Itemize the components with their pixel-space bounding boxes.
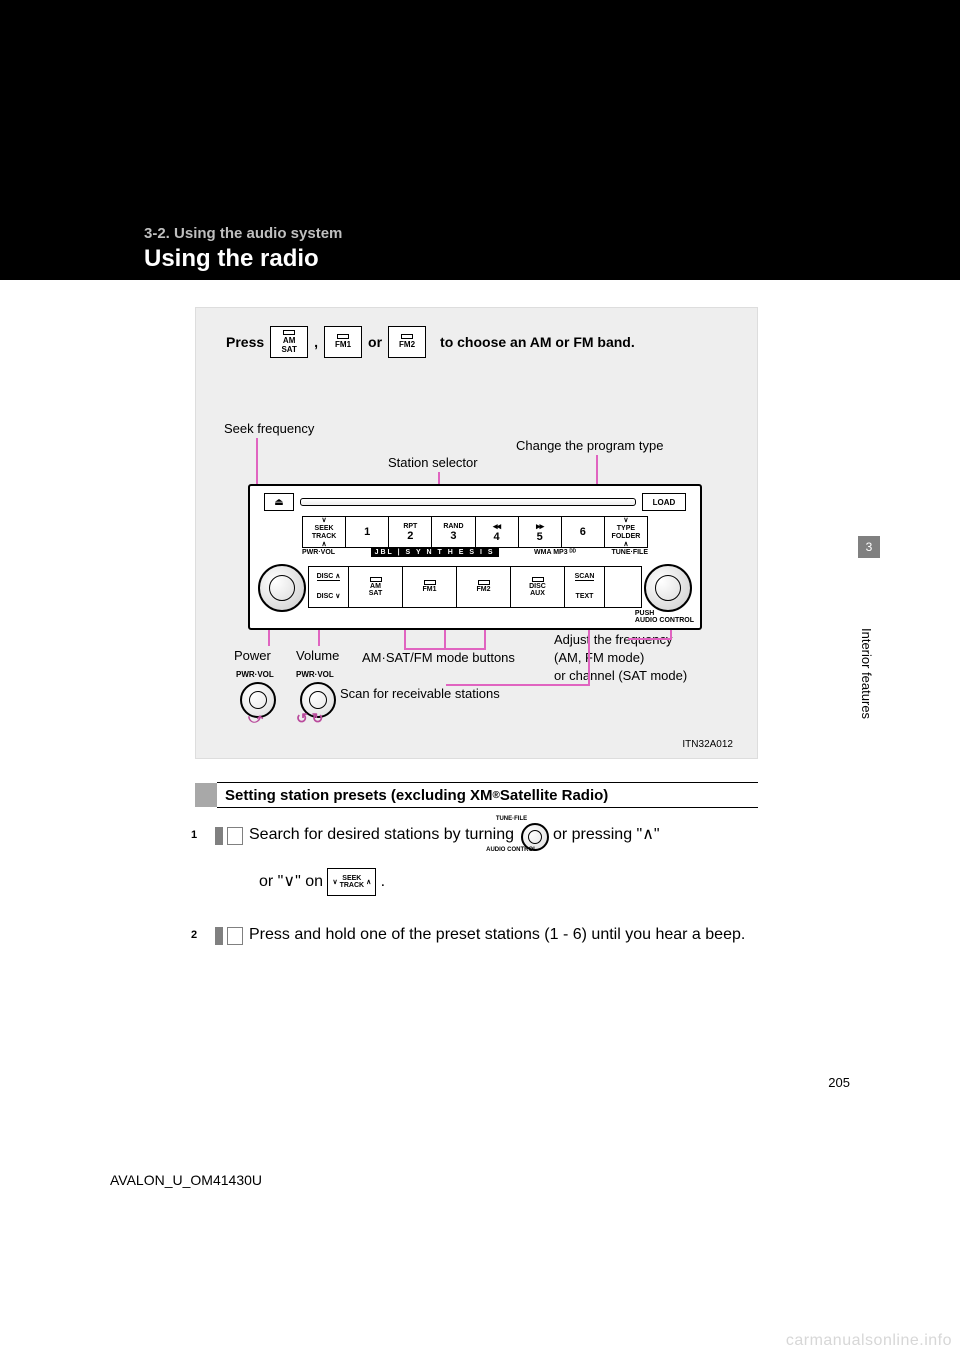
pwr-vol-knob-icon bbox=[258, 564, 306, 612]
step1-text-b: or pressing "∧" bbox=[553, 826, 660, 843]
press-instruction: Press AM SAT , FM1 or FM2 to choose an A… bbox=[226, 326, 735, 358]
preset-1: 1 bbox=[346, 517, 389, 547]
step-1: STEP1Search for desired stations by turn… bbox=[259, 820, 755, 850]
step-badge-2: STEP bbox=[215, 927, 223, 945]
manual-page: 3-2. Using the audio system Using the ra… bbox=[0, 0, 960, 1358]
sat-label: SAT bbox=[281, 346, 296, 355]
brand-row: PWR·VOL JBL | S Y N T H E S I S WMA MP3 … bbox=[302, 548, 648, 557]
preset-3: RAND3 bbox=[432, 517, 475, 547]
fm2-label: FM2 bbox=[399, 341, 415, 350]
figure-panel: Press AM SAT , FM1 or FM2 to choose an A… bbox=[195, 307, 758, 759]
step-badge: STEP bbox=[215, 827, 223, 845]
document-id: AVALON_U_OM41430U bbox=[110, 1172, 262, 1188]
mini-pwr-vol-label-2: PWR·VOL bbox=[296, 670, 334, 679]
preset-5: ▸▸5 bbox=[519, 517, 562, 547]
preset-2: RPT2 bbox=[389, 517, 432, 547]
tune-file-label: TUNE·FILE bbox=[611, 549, 648, 556]
push-audio-control-label: PUSH AUDIO CONTROL bbox=[635, 610, 694, 624]
step1-text-d: . bbox=[381, 873, 385, 890]
step1-text-c: or "∨" on bbox=[259, 873, 327, 890]
preset-4: ◂◂4 bbox=[476, 517, 519, 547]
or-word: or bbox=[368, 334, 382, 350]
steps-body: STEP 1 Search for desired stations by turn… bbox=[215, 820, 755, 968]
chapter-side-label: Interior features bbox=[859, 628, 874, 719]
preset-6: 6 bbox=[562, 517, 605, 547]
fm1-label: FM1 bbox=[335, 341, 351, 350]
callout-volume: Volume bbox=[296, 648, 339, 663]
callout-adjust-freq-2: (AM, FM mode) bbox=[554, 650, 644, 665]
heading-stub-icon bbox=[195, 783, 217, 807]
callout-mode-buttons: AM·SAT/FM mode buttons bbox=[362, 650, 515, 665]
jbl-synthesis-label: JBL | S Y N T H E S I S bbox=[371, 548, 499, 557]
section-number: 3-2. Using the audio system bbox=[144, 225, 342, 242]
callout-seek-frequency: Seek frequency bbox=[224, 421, 314, 436]
load-button-icon: LOAD bbox=[642, 493, 686, 511]
seek-track-button-inline-icon: ∨ SEEKTRACK ∧ bbox=[327, 868, 376, 896]
step-number-1: 1 bbox=[227, 827, 243, 845]
radio-faceplate: ⏏ LOAD ∨ SEEK TRACK ∧ 1 RPT2 RAND3 ◂◂4 ▸… bbox=[248, 484, 702, 630]
watermark: carmanualsonline.info bbox=[786, 1332, 952, 1350]
fm2-mode-icon: FM2 bbox=[457, 567, 511, 607]
fm1-button-icon: FM1 bbox=[324, 326, 362, 358]
callout-power: Power bbox=[234, 648, 271, 663]
cd-slot-icon bbox=[300, 498, 636, 506]
am-sat-mode-icon: AMSAT bbox=[349, 567, 403, 607]
figure-id: ITN32A012 bbox=[682, 739, 733, 750]
callout-change-program-type: Change the program type bbox=[516, 438, 663, 453]
disc-up-down-icon: DISC ∧ DISC ∨ bbox=[309, 567, 349, 607]
callout-station-selector: Station selector bbox=[388, 455, 478, 470]
scan-text-icon: SCAN TEXT bbox=[565, 567, 605, 607]
type-folder-cell: ∨ TYPE FOLDER ∧ bbox=[605, 517, 647, 547]
am-sat-button-icon: AM SAT bbox=[270, 326, 308, 358]
step-number-2: 2 bbox=[227, 927, 243, 945]
step-2: STEP2Press and hold one of the preset st… bbox=[259, 921, 755, 950]
chapter-tab: 3 bbox=[858, 536, 880, 558]
page-title: Using the radio bbox=[144, 245, 319, 273]
mode-button-row: DISC ∧ DISC ∨ AMSAT FM1 FM2 DISCAUX SCAN… bbox=[308, 566, 642, 608]
subsection-heading: Setting station presets (excluding XM® S… bbox=[195, 782, 758, 808]
fm1-mode-icon: FM1 bbox=[403, 567, 457, 607]
disc-aux-mode-icon: DISCAUX bbox=[511, 567, 565, 607]
step1-text-a: Search for desired stations by turning bbox=[249, 826, 518, 843]
comma: , bbox=[314, 334, 318, 350]
codec-labels: WMA MP3 ᴰᴰ bbox=[534, 549, 576, 556]
mini-knob-volume-arrow-icon: ↺ ↻ bbox=[296, 710, 323, 727]
callout-adjust-freq-3: or channel (SAT mode) bbox=[554, 668, 687, 683]
seek-track-cell: ∨ SEEK TRACK ∧ bbox=[303, 517, 346, 547]
tune-file-knob-inline-icon: TUNE·FILE AUDIO CONTROL bbox=[518, 820, 548, 850]
tune-file-knob-icon bbox=[644, 564, 692, 612]
press-tail: to choose an AM or FM band. bbox=[440, 334, 635, 350]
step2-text: Press and hold one of the preset station… bbox=[249, 926, 745, 943]
press-word: Press bbox=[226, 334, 264, 350]
callout-scan: Scan for receivable stations bbox=[340, 686, 500, 701]
fm2-button-icon: FM2 bbox=[388, 326, 426, 358]
mini-pwr-vol-label-1: PWR·VOL bbox=[236, 670, 274, 679]
page-number: 205 bbox=[828, 1075, 850, 1090]
pwr-vol-label: PWR·VOL bbox=[302, 549, 335, 556]
mini-knob-power-arrow-icon: ⤻ bbox=[248, 710, 263, 727]
preset-row: ∨ SEEK TRACK ∧ 1 RPT2 RAND3 ◂◂4 ▸▸5 6 ∨ … bbox=[302, 516, 648, 548]
step-1-cont: or "∨" on ∨ SEEKTRACK ∧ . bbox=[259, 868, 755, 897]
heading-text: Setting station presets (excluding XM® S… bbox=[217, 782, 758, 808]
eject-button-icon: ⏏ bbox=[264, 493, 294, 511]
